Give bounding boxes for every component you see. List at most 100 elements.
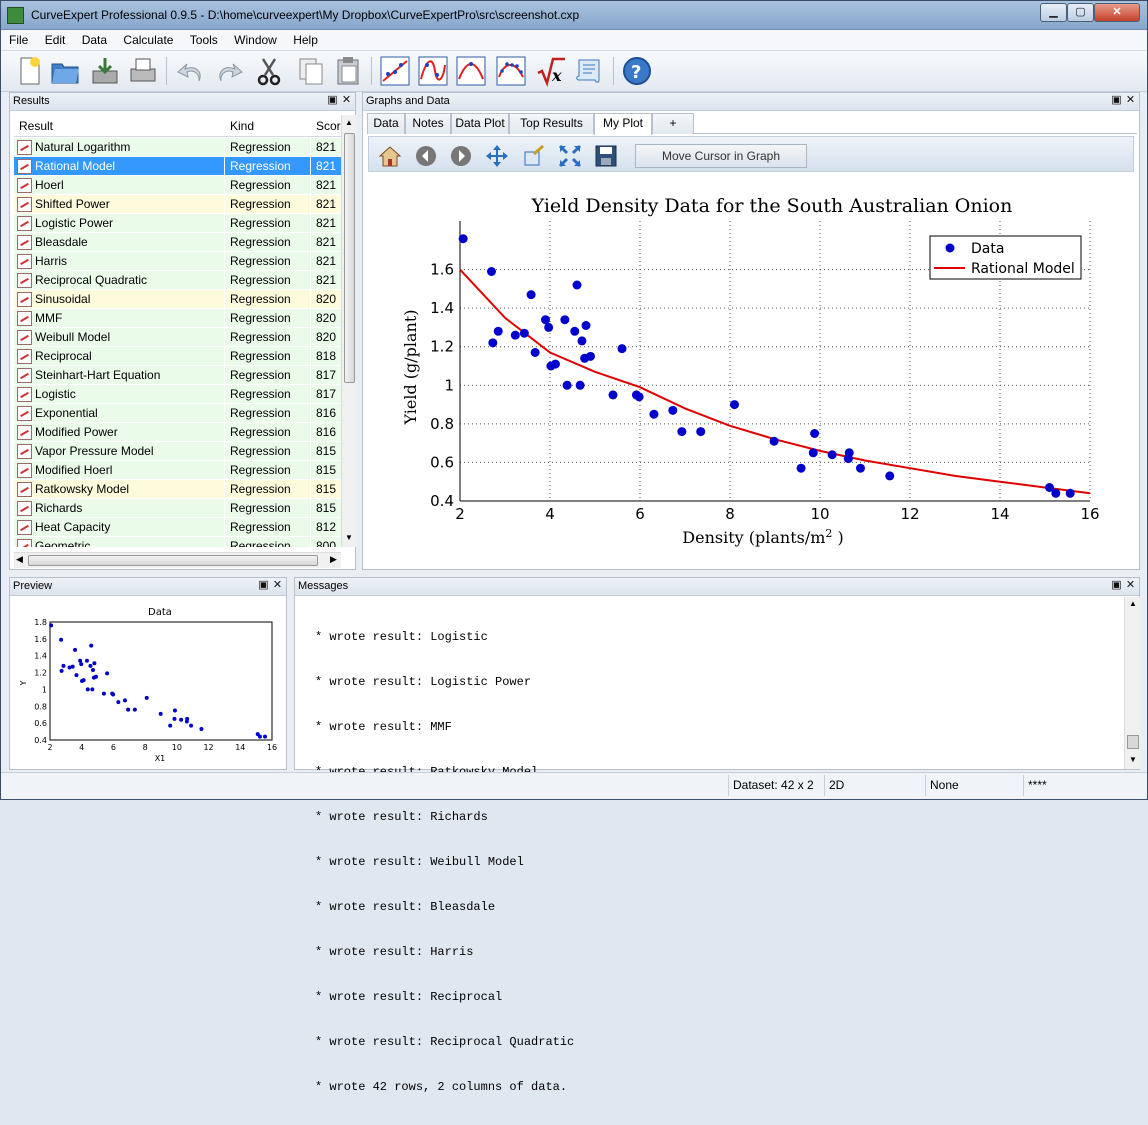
linear-fit-icon[interactable] — [379, 55, 411, 87]
float-panel-icon[interactable]: ▣ — [1111, 579, 1122, 591]
results-vertical-scrollbar[interactable]: ▲ ▼ — [341, 115, 356, 547]
data-point — [526, 290, 536, 300]
results-row[interactable]: Exponential Regression 816 — [14, 404, 347, 423]
close-panel-icon[interactable]: ✕ — [341, 94, 352, 106]
float-panel-icon[interactable]: ▣ — [1111, 94, 1122, 106]
script-icon[interactable] — [573, 55, 605, 87]
tab-data-plot[interactable]: Data Plot — [451, 113, 509, 134]
column-header-kind[interactable]: Kind — [230, 119, 255, 133]
close-panel-icon[interactable]: ✕ — [1125, 94, 1136, 106]
preview-y-tick-label: 1.8 — [34, 618, 47, 627]
x-tick-label: 8 — [725, 505, 735, 523]
polynomial-fit-icon[interactable] — [455, 55, 487, 87]
results-row[interactable]: MMF Regression 820 — [14, 309, 347, 328]
forward-icon[interactable] — [449, 144, 473, 168]
tab-top-results[interactable]: Top Results — [509, 113, 594, 134]
messages-vertical-scrollbar[interactable]: ▲ ▼ — [1124, 597, 1140, 769]
result-name: Natural Logarithm — [35, 140, 131, 154]
tab-notes[interactable]: Notes — [405, 113, 451, 134]
menu-window[interactable]: Window — [234, 33, 277, 47]
data-point — [696, 427, 706, 437]
results-row[interactable]: Weibull Model Regression 820 — [14, 328, 347, 347]
menu-edit[interactable]: Edit — [44, 33, 66, 47]
main-chart-svg[interactable]: 2 4 6 8 10 12 14 16 0.4 0.6 0.8 1 1.2 1.4 1.6 Yield De… — [368, 173, 1134, 567]
results-row[interactable]: Harris Regression 821 — [14, 252, 347, 271]
zoom-icon[interactable] — [558, 144, 582, 168]
column-header-result[interactable]: Result — [19, 119, 54, 133]
preview-x-axis-label: X1 — [155, 754, 166, 763]
copy-icon[interactable] — [295, 55, 327, 87]
result-score: 818 — [316, 349, 337, 363]
menu-bar: File Edit Data Calculate Tools Window He… — [1, 30, 1147, 51]
results-row[interactable]: Reciprocal Quadratic Regression 821 — [14, 271, 347, 290]
home-icon[interactable] — [378, 144, 402, 168]
move-cursor-button[interactable]: Move Cursor in Graph — [635, 144, 807, 168]
results-row[interactable]: Natural Logarithm Regression 821 — [14, 138, 347, 157]
paste-icon[interactable] — [332, 55, 364, 87]
result-score: 817 — [316, 387, 337, 401]
redo-icon[interactable] — [213, 55, 245, 87]
float-panel-icon[interactable]: ▣ — [258, 579, 269, 591]
results-row[interactable]: Hoerl Regression 821 — [14, 176, 347, 195]
tab-my-plot[interactable]: My Plot — [594, 113, 652, 135]
results-row[interactable]: Shifted Power Regression 821 — [14, 195, 347, 214]
legend-model-label: Rational Model — [971, 261, 1075, 277]
multi-fit-icon[interactable] — [495, 55, 527, 87]
main-plot[interactable]: 2 4 6 8 10 12 14 16 0.4 0.6 0.8 1 1.2 1.4 1.6 Yield De… — [368, 173, 1134, 567]
data-point — [541, 315, 550, 325]
menu-calculate[interactable]: Calculate — [123, 33, 174, 47]
data-point — [577, 336, 587, 346]
results-row[interactable]: Sinusoidal Regression 820 — [14, 290, 347, 309]
result-kind: Regression — [230, 330, 291, 344]
result-name: Shifted Power — [35, 197, 110, 211]
results-row[interactable]: Logistic Power Regression 821 — [14, 214, 347, 233]
minimize-button[interactable]: ▁ — [1040, 3, 1067, 22]
menu-data[interactable]: Data — [81, 33, 108, 47]
configure-icon[interactable] — [522, 144, 546, 168]
function-icon[interactable]: x — [535, 55, 567, 87]
float-panel-icon[interactable]: ▣ — [327, 94, 338, 106]
results-row[interactable]: Heat Capacity Regression 812 — [14, 518, 347, 537]
result-name: Harris — [35, 254, 67, 268]
result-kind: Regression — [230, 444, 291, 458]
back-icon[interactable] — [414, 144, 438, 168]
new-file-icon[interactable] — [13, 55, 45, 87]
tab-add[interactable]: + — [652, 113, 694, 134]
regression-result-icon — [17, 292, 32, 307]
results-row[interactable]: Rational Model Regression 821 — [14, 157, 347, 176]
results-row[interactable]: Modified Hoerl Regression 815 — [14, 461, 347, 480]
tab-data[interactable]: Data — [367, 113, 405, 134]
help-icon[interactable]: ? — [621, 55, 653, 87]
result-kind: Regression — [230, 520, 291, 534]
close-panel-icon[interactable]: ✕ — [1125, 579, 1136, 591]
undo-icon[interactable] — [175, 55, 207, 87]
results-row[interactable]: Modified Power Regression 816 — [14, 423, 347, 442]
save-icon[interactable] — [89, 55, 121, 87]
open-folder-icon[interactable] — [49, 55, 81, 87]
preview-chart-svg: Data X1 Y 2 4 6 8 10 12 14 16 0.4 0.6 0.8 1 1.2 1.4 1.… — [19, 607, 277, 763]
results-row[interactable]: Reciprocal Regression 818 — [14, 347, 347, 366]
column-header-score[interactable]: Scor — [316, 119, 341, 133]
menu-file[interactable]: File — [9, 33, 29, 47]
results-horizontal-scrollbar[interactable]: ◀ ▶ — [14, 552, 341, 568]
results-row[interactable]: Ratkowsky Model Regression 815 — [14, 480, 347, 499]
print-icon[interactable] — [127, 55, 159, 87]
pan-icon[interactable] — [485, 144, 509, 168]
results-row[interactable]: Logistic Regression 817 — [14, 385, 347, 404]
close-panel-icon[interactable]: ✕ — [272, 579, 283, 591]
nonlinear-fit-icon[interactable] — [417, 55, 449, 87]
preview-data-point — [88, 663, 93, 668]
menu-tools[interactable]: Tools — [189, 33, 218, 47]
menu-help[interactable]: Help — [293, 33, 318, 47]
save-plot-icon[interactable] — [594, 144, 618, 168]
results-row[interactable]: Vapor Pressure Model Regression 815 — [14, 442, 347, 461]
cut-icon[interactable] — [253, 55, 285, 87]
results-row[interactable]: Richards Regression 815 — [14, 499, 347, 518]
close-button[interactable]: ✕ — [1094, 3, 1140, 22]
maximize-button[interactable]: ▢ — [1067, 3, 1094, 22]
result-score: 821 — [316, 140, 337, 154]
preview-data-point — [59, 668, 64, 673]
results-row[interactable]: Steinhart-Hart Equation Regression 817 — [14, 366, 347, 385]
results-row[interactable]: Geometric Regression 800 — [14, 537, 347, 547]
results-row[interactable]: Bleasdale Regression 821 — [14, 233, 347, 252]
